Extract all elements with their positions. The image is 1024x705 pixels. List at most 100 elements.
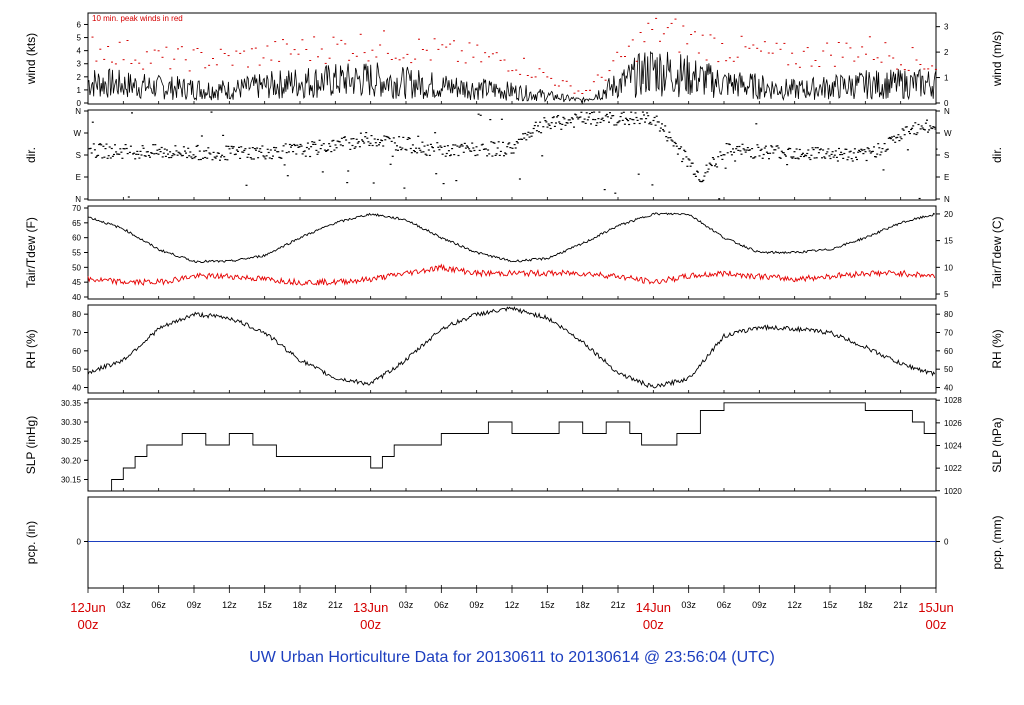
direction-point [580,111,583,113]
direction-point [340,137,343,139]
peak-wind-point [666,27,669,29]
direction-point [892,139,895,141]
direction-point [301,153,304,155]
direction-point [714,165,716,167]
direction-point [258,150,261,152]
direction-point [738,145,741,148]
direction-point [598,111,601,113]
direction-point [754,156,757,158]
xaxis-hour-label: 06z [151,600,166,610]
direction-point [831,151,834,153]
direction-point [743,149,746,151]
direction-point [503,155,505,157]
direction-point [818,149,821,151]
peak-wind-point [538,68,541,70]
direction-point [166,149,168,151]
direction-point [108,146,111,148]
ytick-label-left-2-4: 60 [72,234,81,243]
direction-point [527,131,530,133]
direction-point [428,154,431,156]
direction-point [126,153,129,155]
direction-point [700,181,703,183]
ytick-label-left-1-1: E [76,173,81,182]
direction-point [693,173,696,175]
direction-point [708,162,711,164]
direction-point [757,146,760,148]
direction-point [620,112,623,114]
peak-wind-point [721,43,724,44]
ytick-label-right-4-4: 1028 [944,396,962,405]
direction-point [923,129,926,131]
direction-point [874,156,876,158]
peak-wind-point [616,51,619,53]
peak-wind-point [169,68,172,70]
peak-wind-point [173,58,176,60]
direction-point [447,150,450,152]
direction-point [760,148,763,150]
direction-point [758,155,761,157]
direction-point [681,160,684,163]
direction-point [444,155,447,157]
direction-point [820,148,822,150]
peak-wind-point [122,59,125,61]
direction-point [499,150,502,152]
direction-point [498,154,501,156]
direction-point [158,148,161,150]
direction-point [160,146,163,149]
peak-wind-point [826,42,829,44]
direction-point [200,135,203,137]
direction-point [533,125,536,127]
direction-point [384,139,387,141]
direction-point [816,147,819,149]
direction-point [812,149,815,151]
peak-wind-point [830,54,832,56]
direction-point [186,156,189,159]
direction-point [791,157,794,159]
direction-point [378,144,380,146]
direction-point [146,151,149,153]
direction-point [372,182,375,184]
direction-point [433,150,436,152]
direction-point [899,136,902,138]
peak-wind-point [219,48,222,50]
direction-point [494,154,497,156]
direction-point [632,119,635,121]
peak-wind-point [585,90,588,91]
ytick-label-left-3-4: 80 [72,310,81,319]
direction-point [575,114,578,116]
peak-wind-point [414,58,417,60]
direction-point [431,146,433,148]
direction-point [763,147,766,149]
peak-wind-point [884,42,887,44]
xaxis-hour-label: 03z [399,600,414,610]
direction-point [467,146,469,148]
peak-wind-point [872,59,875,60]
direction-point [569,122,572,124]
direction-point [633,122,636,125]
direction-point [583,118,586,120]
peak-wind-point [709,34,712,36]
direction-point [735,148,738,150]
peak-wind-point [472,56,475,58]
peak-wind-point [313,36,316,38]
direction-point [323,149,326,151]
direction-point [528,136,531,138]
ytick-label-left-5-0: 0 [77,538,82,547]
direction-point [176,154,179,156]
direction-point [929,125,932,127]
direction-point [250,158,253,160]
direction-point [397,149,399,151]
direction-point [220,156,222,158]
direction-point [96,155,98,157]
direction-point [689,165,692,167]
direction-point [814,147,817,149]
peak-wind-point [208,64,211,66]
peak-wind-point [402,57,405,59]
direction-point [789,148,792,150]
direction-point [803,155,805,158]
direction-point [752,157,755,159]
direction-point [277,151,280,153]
direction-point [280,157,283,159]
direction-point [375,145,378,147]
ytick-label-left-0-4: 4 [77,47,82,56]
